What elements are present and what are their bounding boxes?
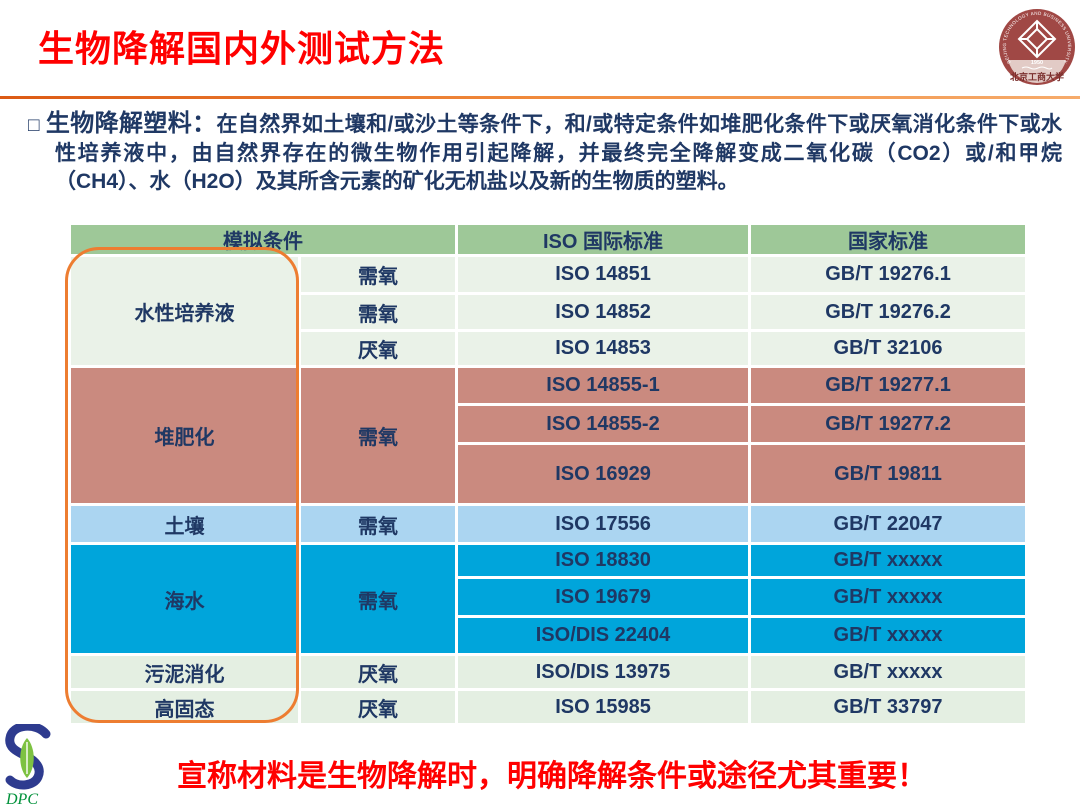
category-cell-compost: 堆肥化	[68, 365, 301, 506]
definition-term: 生物降解塑料：	[45, 110, 217, 137]
mode-cell: 需氧	[298, 292, 458, 332]
gb-cell: GB/T 33797	[748, 688, 1028, 726]
table-row: ISO 14855-2 GB/T 19277.2	[70, 403, 1028, 445]
category-cell-seawater: 海水	[68, 542, 301, 656]
gb-cell: GB/T 19276.1	[748, 254, 1028, 295]
table-header-row: 模拟条件 ISO 国际标准 国家标准	[68, 222, 1028, 257]
gb-cell: GB/T 19277.2	[748, 403, 1028, 445]
table-row: 水性培养液 需氧 ISO 14851 GB/T 19276.1	[68, 254, 1028, 368]
gb-cell: GB/T 32106	[748, 329, 1028, 368]
seal-wave-line	[1021, 66, 1053, 70]
dpc-logo-icon: DPC	[5, 724, 51, 808]
definition-body: 在自然界如土壤和/或沙土等条件下，和/或特定条件如堆肥化条件下或厌氧消化条件下或…	[55, 113, 1063, 193]
gb-cell: GB/T xxxxx	[748, 653, 1028, 691]
university-seal-icon: BEIJING TECHNOLOGY AND BUSINESS UNIVERSI…	[999, 9, 1075, 85]
mode-cell: 需氧	[298, 503, 458, 545]
iso-cell: ISO 19679	[455, 576, 751, 618]
table-row: 高固态 厌氧 ISO 15985 GB/T 33797	[68, 688, 1028, 726]
iso-cell: ISO 17556	[455, 503, 751, 545]
definition-paragraph: □ 生物降解塑料：在自然界如土壤和/或沙土等条件下，和/或特定条件如堆肥化条件下或…	[28, 110, 1062, 196]
header-national: 国家标准	[748, 222, 1028, 257]
seal-year: 1950	[1031, 60, 1043, 66]
iso-cell: ISO 14855-2	[455, 403, 751, 445]
table-row: 污泥消化 厌氧 ISO/DIS 13975 GB/T xxxxx	[68, 653, 1028, 691]
category-cell-soil: 土壤	[68, 503, 301, 545]
iso-cell: ISO 14851	[455, 254, 751, 295]
table-row: 土壤 需氧 ISO 17556 GB/T 22047	[68, 503, 1028, 545]
gb-cell: GB/T 22047	[748, 503, 1028, 545]
mode-cell: 厌氧	[298, 688, 458, 726]
iso-cell: ISO/DIS 22404	[455, 615, 751, 656]
iso-cell: ISO 14852	[455, 292, 751, 332]
seal-cn-name: 北京工商大学	[1010, 71, 1064, 82]
gb-cell: GB/T xxxxx	[748, 542, 1028, 579]
table-row: ISO 16929 GB/T 19811	[70, 442, 1028, 506]
gb-cell: GB/T 19276.2	[748, 292, 1028, 332]
table-row: 海水 需氧 ISO 18830 GB/T xxxxx	[68, 542, 1028, 656]
header-condition: 模拟条件	[68, 222, 458, 257]
iso-cell: ISO 14853	[455, 329, 751, 368]
category-cell-high-solid: 高固态	[68, 688, 301, 726]
category-cell-sludge: 污泥消化	[68, 653, 301, 691]
iso-cell: ISO 18830	[455, 542, 751, 579]
seal-bottom-band	[1008, 60, 1066, 83]
header-iso: ISO 国际标准	[455, 222, 751, 257]
footer-note: 宣称材料是生物降解时，明确降解条件或途径尤其重要！	[177, 760, 927, 793]
square-bullet-icon: □	[28, 115, 40, 136]
mode-cell: 需氧	[298, 542, 458, 656]
seal-knot-emblem	[1017, 19, 1057, 59]
iso-cell: ISO 16929	[455, 442, 751, 506]
iso-cell: ISO 14855-1	[455, 365, 751, 406]
gb-cell: GB/T 19277.1	[748, 365, 1028, 406]
mode-cell: 需氧	[298, 254, 458, 295]
gb-cell: GB/T 19811	[748, 442, 1028, 506]
table-row: ISO/DIS 22404 GB/T xxxxx	[70, 615, 1028, 656]
table-row: 需氧 ISO 14852 GB/T 19276.2	[70, 292, 1028, 332]
table-row: 堆肥化 需氧 ISO 14855-1 GB/T 19277.1	[68, 365, 1028, 506]
page-title: 生物降解国内外测试方法	[38, 28, 446, 69]
category-cell-aqueous: 水性培养液	[68, 254, 301, 368]
mode-cell: 需氧	[298, 365, 458, 506]
title-divider	[0, 96, 1080, 99]
table-row: ISO 19679 GB/T xxxxx	[70, 576, 1028, 618]
iso-cell: ISO/DIS 13975	[455, 653, 751, 691]
iso-cell: ISO 15985	[455, 688, 751, 726]
dpc-label: DPC	[5, 791, 38, 808]
standards-table: 模拟条件 ISO 国际标准 国家标准 水性培养液 需氧 ISO 14851 GB…	[68, 222, 1028, 726]
mode-cell: 厌氧	[298, 329, 458, 368]
gb-cell: GB/T xxxxx	[748, 576, 1028, 618]
table-row: 厌氧 ISO 14853 GB/T 32106	[70, 329, 1028, 368]
mode-cell: 厌氧	[298, 653, 458, 691]
gb-cell: GB/T xxxxx	[748, 615, 1028, 656]
